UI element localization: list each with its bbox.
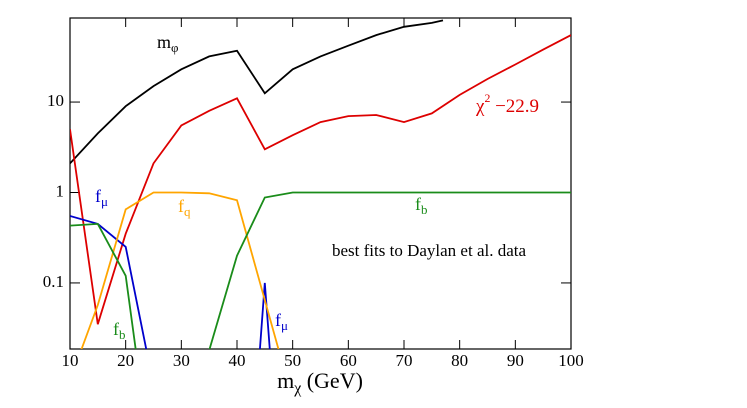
x-tick-label: 70 [396, 351, 413, 370]
series-label: fμ [95, 186, 108, 209]
x-tick-label: 10 [62, 351, 79, 370]
series-line [80, 191, 280, 349]
plot-frame [69, 17, 572, 350]
series-label: χ2 −22.9 [475, 92, 539, 118]
series-label: mφ [157, 32, 179, 55]
y-tick-label: 1 [56, 181, 65, 200]
annotation: best fits to Daylan et al. data [332, 241, 526, 260]
x-tick-label: 30 [173, 351, 190, 370]
x-tick-label: 100 [558, 351, 584, 370]
x-tick-label: 40 [229, 351, 246, 370]
annotation: fb [113, 319, 125, 342]
plot-lines [70, 19, 571, 349]
series-line [70, 215, 271, 349]
series-line [70, 34, 571, 325]
x-axis-label: mχ (GeV) [277, 368, 363, 397]
series-label: fb [415, 194, 427, 217]
annotation: fμ [275, 310, 288, 333]
y-tick-label: 0.1 [43, 272, 64, 291]
y-tick-label: 10 [47, 91, 64, 110]
x-tick-label: 80 [451, 351, 468, 370]
series-label: fq [178, 196, 191, 219]
series-line [70, 19, 444, 165]
x-tick-label: 20 [117, 351, 134, 370]
x-tick-label: 50 [284, 351, 301, 370]
x-tick-label: 90 [507, 351, 524, 370]
x-tick-label: 60 [340, 351, 357, 370]
series-line [70, 191, 571, 349]
